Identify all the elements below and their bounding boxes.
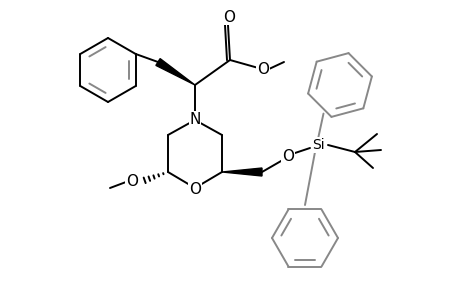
Polygon shape xyxy=(222,168,262,176)
Text: O: O xyxy=(281,148,293,164)
Text: O: O xyxy=(189,182,201,196)
Text: Si: Si xyxy=(311,138,324,152)
Text: O: O xyxy=(257,61,269,76)
Text: O: O xyxy=(126,175,138,190)
Text: O: O xyxy=(223,10,235,25)
Text: N: N xyxy=(189,112,200,127)
Polygon shape xyxy=(156,58,195,85)
